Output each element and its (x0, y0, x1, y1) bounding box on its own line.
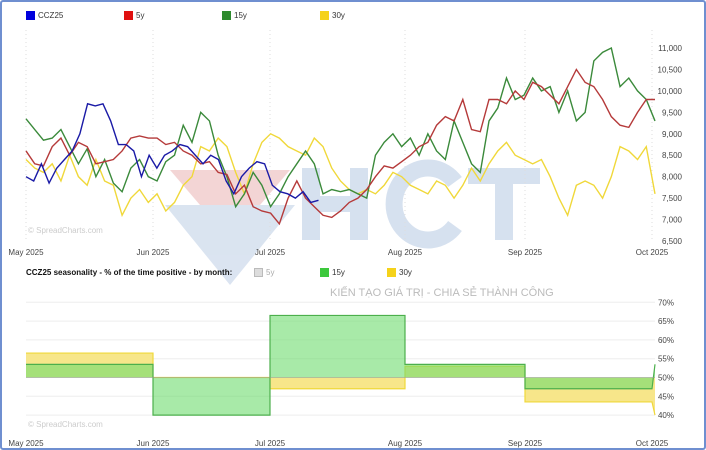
x-tick-label: Jun 2025 (137, 248, 170, 257)
x-tick-label: Sep 2025 (508, 248, 543, 257)
legend-ccz25[interactable]: CCZ25 (26, 11, 63, 20)
legend2-15y[interactable]: 15y (320, 268, 345, 277)
x-tick-label: Aug 2025 (388, 248, 423, 257)
x-tick-label: Oct 2025 (636, 248, 669, 257)
x-tick-label-2: Jul 2025 (255, 439, 286, 448)
legend-swatch (124, 11, 133, 20)
legend-label: 15y (234, 11, 247, 20)
y-tick-label-2: 70% (658, 298, 674, 307)
x-tick-label: Jul 2025 (255, 248, 286, 257)
y-tick-label-2: 45% (658, 392, 674, 401)
y-tick-label-2: 60% (658, 336, 674, 345)
legend-label: 30y (332, 11, 345, 20)
legend-label: 5y (136, 11, 145, 20)
series-line-ccz25 (25, 102, 319, 204)
legend-label: 15y (332, 268, 345, 277)
x-tick-label-2: Jun 2025 (137, 439, 170, 448)
y-tick-label: 7,000 (662, 216, 683, 225)
x-tick-label-2: Aug 2025 (388, 439, 423, 448)
area-line-15y (26, 314, 656, 416)
seasonality-title: CCZ25 seasonality - % of the time positi… (26, 268, 233, 277)
area-15y (26, 315, 655, 416)
series-line-5y (25, 68, 655, 226)
y-tick-label: 9,000 (662, 130, 683, 139)
y-tick-label-2: 50% (658, 374, 674, 383)
legend2-30y[interactable]: 30y (387, 268, 412, 277)
y-tick-label-2: 40% (658, 411, 674, 420)
credit: © SpreadCharts.com (28, 226, 103, 235)
y-tick-label: 11,000 (658, 44, 682, 53)
legend-swatch-disabled (254, 268, 263, 277)
x-tick-label-2: Sep 2025 (508, 439, 543, 448)
x-tick-label-2: Oct 2025 (636, 439, 669, 448)
legend-15y[interactable]: 15y (222, 11, 247, 20)
credit-2: © SpreadCharts.com (28, 420, 103, 429)
series-line-30y (25, 132, 656, 218)
legend2-5y[interactable]: 5y (254, 268, 274, 277)
legend-label: CCZ25 (38, 11, 64, 20)
legend-label: 5y (266, 268, 275, 277)
x-tick-label-2: May 2025 (8, 439, 44, 448)
y-tick-label: 7,500 (662, 194, 683, 203)
legend-30y[interactable]: 30y (320, 11, 345, 20)
legend-swatch (320, 268, 329, 277)
y-tick-label: 6,500 (662, 237, 683, 246)
legend-swatch (387, 268, 396, 277)
series-line-15y (25, 47, 656, 209)
legend-swatch (222, 11, 231, 20)
watermark-slogan: KIẾN TẠO GIÁ TRỊ - CHIA SẺ THÀNH CÔNG (330, 286, 554, 299)
y-tick-label-2: 55% (658, 355, 674, 364)
hct-watermark-logo (165, 159, 540, 285)
legend-swatch (26, 11, 35, 20)
legend-label: 30y (399, 268, 412, 277)
y-tick-label: 8,500 (662, 151, 683, 160)
legend-5y[interactable]: 5y (124, 11, 144, 20)
x-tick-label: May 2025 (8, 248, 44, 257)
y-tick-label-2: 65% (658, 317, 674, 326)
y-tick-label: 9,500 (662, 108, 683, 117)
y-tick-label: 10,500 (658, 65, 683, 74)
legend-swatch (320, 11, 329, 20)
y-tick-label: 10,000 (658, 87, 683, 96)
y-tick-label: 8,000 (662, 173, 683, 182)
